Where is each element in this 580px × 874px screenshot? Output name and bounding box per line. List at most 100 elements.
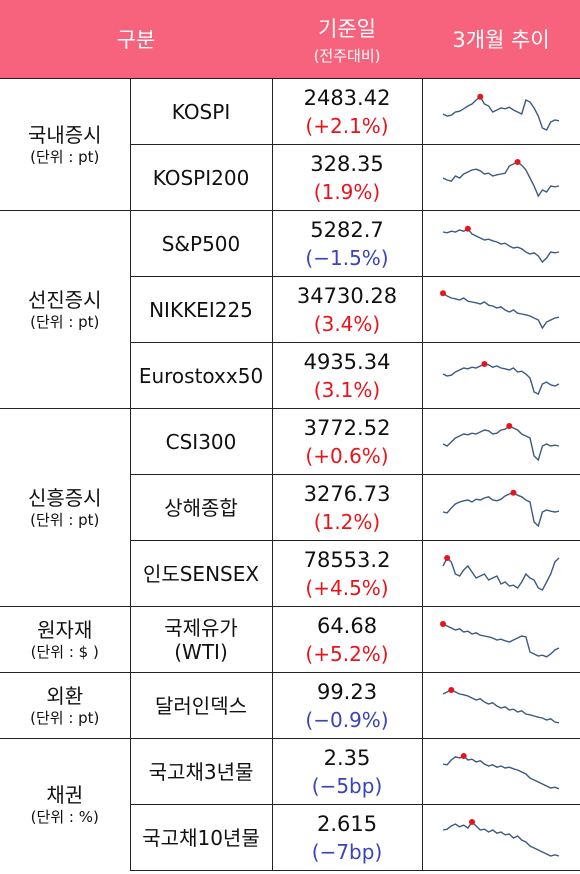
trend-cell <box>421 672 580 739</box>
index-value: 99.23 <box>316 679 378 704</box>
trend-peak-marker <box>440 289 447 296</box>
trend-peak-marker <box>514 158 521 165</box>
index-value: 3772.52 <box>303 415 391 440</box>
table-row: 신흥증시 (단위 : pt) CSI300 3772.52 (+0.6%) <box>0 408 580 607</box>
index-name: NIKKEI225 <box>129 276 273 343</box>
trend-cell <box>421 210 580 277</box>
category-cell: 원자재 (단위 : $ ) <box>0 606 130 673</box>
trend-line <box>442 292 560 329</box>
category-name: 국내증시 <box>27 122 102 147</box>
weekly-change: (−5bp) <box>311 773 383 798</box>
trend-sparkline <box>440 620 560 658</box>
trend-sparkline <box>440 289 560 329</box>
trend-sparkline <box>442 554 560 591</box>
index-name: 국제유가 (WTI) <box>129 606 273 673</box>
trend-cell <box>421 78 580 145</box>
trend-peak-marker <box>444 554 451 561</box>
weekly-change: (1.9%) <box>313 179 381 204</box>
weekly-change: (3.4%) <box>313 311 381 336</box>
weekly-change: (−0.9%) <box>305 707 389 732</box>
table-row: 채권 (단위 : %) 국고채3년물 2.35 (−5bp) <box>0 738 580 871</box>
trend-sparkline <box>442 360 560 395</box>
index-name: CSI300 <box>129 408 273 475</box>
trend-line <box>443 754 560 789</box>
weekly-change: (+5.2%) <box>305 641 389 666</box>
trend-sparkline <box>442 686 560 723</box>
trend-line <box>442 424 560 461</box>
trend-peak-marker <box>477 93 484 100</box>
index-value: 3276.73 <box>303 481 391 506</box>
table-row: 선진증시 (단위 : pt) S&P500 5282.7 (−1.5%) <box>0 210 580 409</box>
index-name: S&P500 <box>129 210 273 277</box>
trend-peak-marker <box>469 818 476 825</box>
index-name: KOSPI <box>129 78 273 145</box>
weekly-change: (3.1%) <box>313 377 381 402</box>
table-row: Eurostoxx50 4935.34 (3.1%) <box>0 342 580 409</box>
index-name: Eurostoxx50 <box>129 342 273 409</box>
table-row: NIKKEI225 34730.28 (3.4%) <box>0 276 580 343</box>
index-name: 국고채10년물 <box>129 804 273 871</box>
index-name: 인도SENSEX <box>129 540 273 607</box>
trend-line <box>443 227 560 263</box>
value-cell: 4935.34 (3.1%) <box>271 342 423 409</box>
trend-line <box>442 688 560 723</box>
trend-peak-marker <box>506 422 513 429</box>
index-value: 2.615 <box>316 811 378 836</box>
weekly-change: (−1.5%) <box>305 245 389 270</box>
header-row: 구분 기준일 (전주대비) 3개월 추이 <box>0 0 580 79</box>
trend-sparkline <box>443 752 560 789</box>
trend-sparkline <box>443 818 560 857</box>
index-value: 34730.28 <box>296 283 398 308</box>
category-unit: (단위 : pt) <box>30 510 100 529</box>
category-name: 채권 <box>46 782 84 807</box>
trend-cell <box>421 342 580 409</box>
category-unit: (단위 : %) <box>30 807 99 826</box>
trend-peak-marker <box>460 752 467 759</box>
table-body: 국내증시 (단위 : pt) KOSPI 2483.42 (+2.1%) KOSPI200… <box>0 78 580 871</box>
weekly-change: (+2.1%) <box>305 113 389 138</box>
trend-cell <box>421 276 580 343</box>
trend-line <box>442 556 560 591</box>
table-row: KOSPI200 328.35 (1.9%) <box>0 144 580 211</box>
table-row: 상해종합 3276.73 (1.2%) <box>0 474 580 541</box>
category-cell: 국내증시 (단위 : pt) <box>0 78 130 211</box>
category-cell: 선진증시 (단위 : pt) <box>0 210 130 409</box>
value-cell: 3772.52 (+0.6%) <box>271 408 423 475</box>
trend-line <box>442 622 560 658</box>
trend-sparkline <box>443 489 560 527</box>
index-value: 5282.7 <box>310 217 384 242</box>
weekly-change: (+4.5%) <box>305 575 389 600</box>
trend-cell <box>421 738 580 805</box>
trend-peak-marker <box>448 686 455 693</box>
table-row: 인도SENSEX 78553.2 (+4.5%) <box>0 540 580 607</box>
weekly-change: (−7bp) <box>311 839 383 864</box>
trend-line <box>443 491 560 527</box>
trend-cell <box>421 606 580 673</box>
trend-line <box>443 820 560 857</box>
weekly-change: (1.2%) <box>313 509 381 534</box>
value-cell: 64.68 (+5.2%) <box>271 606 423 673</box>
index-value: 2483.42 <box>303 85 391 110</box>
header-trend: 3개월 추이 <box>422 0 580 79</box>
table-row: 외환 (단위 : pt) 달러인덱스 99.23 (−0.9%) <box>0 672 580 739</box>
index-value: 2.35 <box>323 745 371 770</box>
category-unit: (단위 : pt) <box>30 147 100 166</box>
trend-sparkline <box>443 225 560 263</box>
trend-sparkline <box>442 422 560 461</box>
trend-cell <box>421 804 580 871</box>
trend-peak-marker <box>510 489 517 496</box>
category-unit: (단위 : pt) <box>30 312 100 331</box>
index-value: 78553.2 <box>303 547 391 572</box>
header-value: 기준일 (전주대비) <box>272 0 423 79</box>
index-value: 328.35 <box>310 151 384 176</box>
value-cell: 5282.7 (−1.5%) <box>271 210 423 277</box>
category-cell: 신흥증시 (단위 : pt) <box>0 408 130 607</box>
category-cell: 외환 (단위 : pt) <box>0 672 130 739</box>
category-name: 원자재 <box>37 617 93 642</box>
table-row: 원자재 (단위 : $ ) 국제유가 (WTI) 64.68 (+5.2%) <box>0 606 580 673</box>
category-name: 선진증시 <box>27 287 102 312</box>
index-value: 4935.34 <box>303 349 391 374</box>
trend-line <box>442 362 560 395</box>
